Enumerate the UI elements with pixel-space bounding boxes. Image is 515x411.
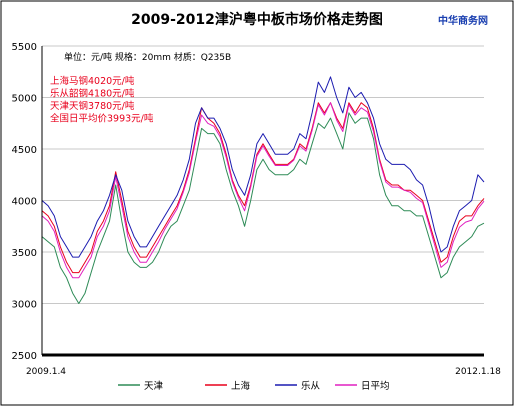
annotation-3: 天津天钢3780元/吨 (50, 100, 135, 112)
y-tick-label-4000: 4000 (12, 197, 37, 208)
grid-layer (42, 45, 484, 304)
annotation-layer: 上海马钢4020元/吨乐从韶钢4180元/吨天津天钢3780元/吨全国日平均价3… (50, 75, 154, 125)
spec-note: 单位：元/吨 规格：20mm 材质：Q235B (64, 51, 231, 63)
y-tick-label-2500: 2500 (12, 351, 37, 362)
series-line-4 (41, 102, 485, 279)
y-tick-label-3500: 3500 (12, 248, 37, 259)
y-tick-label-4500: 4500 (12, 145, 37, 156)
axis-layer: 2500 3000 3500 4000 4500 5000 5500 (12, 42, 484, 362)
series-line-3 (41, 76, 485, 258)
legend-label-2: 上海 (231, 380, 251, 392)
x-end-label: 2012.1.18 (455, 367, 501, 377)
legend: 天津 上海 乐从 日平均 (118, 380, 390, 392)
legend-label-3: 乐从 (301, 380, 321, 392)
annotation-1: 上海马钢4020元/吨 (50, 75, 135, 87)
x-start-label: 2009.1.4 (26, 367, 66, 377)
series-layer (41, 76, 485, 304)
y-tick-label-5500: 5500 (12, 42, 37, 53)
watermark-text: 中华商务网 (438, 14, 488, 27)
series-line-2 (41, 102, 485, 274)
annotation-4: 全国日平均价3993元/吨 (50, 113, 154, 125)
chart-title: 2009-2012津沪粤中板市场价格走势图 (131, 11, 383, 28)
y-tick-label-5000: 5000 (12, 94, 37, 105)
series-line-1 (41, 112, 485, 304)
y-tick-label-3000: 3000 (12, 300, 37, 311)
legend-label-4: 日平均 (361, 380, 390, 392)
annotation-2: 乐从韶钢4180元/吨 (50, 88, 135, 100)
legend-label-1: 天津 (144, 381, 164, 392)
